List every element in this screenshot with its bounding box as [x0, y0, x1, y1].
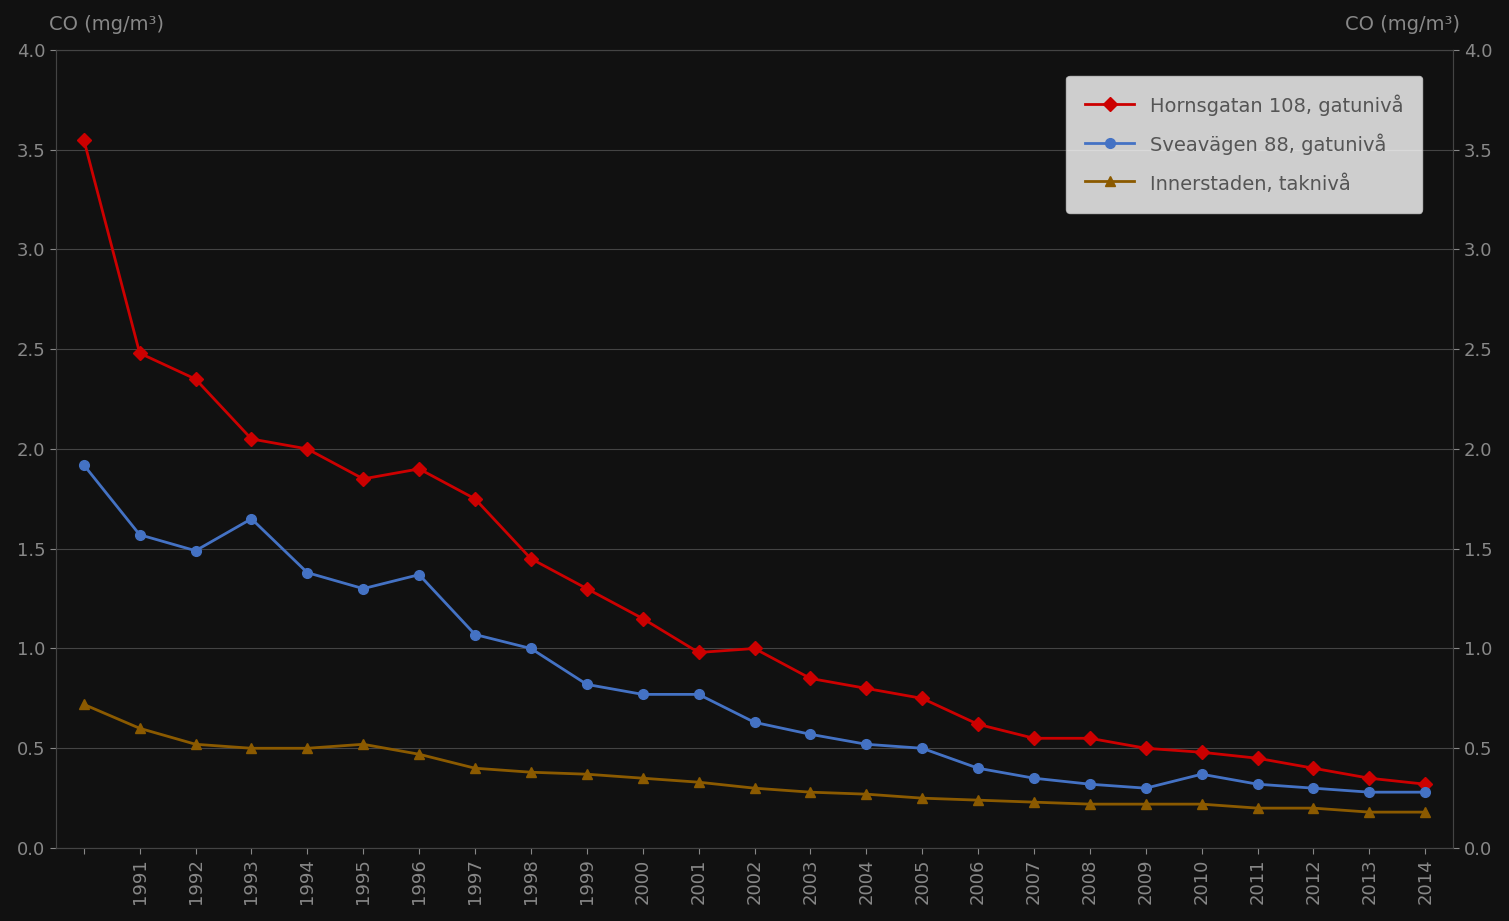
Hornsgatan 108, gatunivå	[1025, 733, 1043, 744]
Sveavägen 88, gatunivå	[1136, 783, 1154, 794]
Hornsgatan 108, gatunivå	[1360, 773, 1378, 784]
Innerstaden, taknivå	[299, 742, 317, 753]
Innerstaden, taknivå	[187, 739, 205, 750]
Sveavägen 88, gatunivå	[187, 545, 205, 556]
Innerstaden, taknivå	[410, 749, 429, 760]
Sveavägen 88, gatunivå	[75, 460, 94, 471]
Hornsgatan 108, gatunivå	[466, 494, 484, 505]
Innerstaden, taknivå	[690, 776, 708, 787]
Innerstaden, taknivå	[801, 787, 819, 798]
Sveavägen 88, gatunivå	[634, 689, 652, 700]
Sveavägen 88, gatunivå	[1025, 773, 1043, 784]
Hornsgatan 108, gatunivå	[969, 718, 987, 729]
Innerstaden, taknivå	[355, 739, 373, 750]
Hornsgatan 108, gatunivå	[745, 643, 764, 654]
Innerstaden, taknivå	[1360, 807, 1378, 818]
Innerstaden, taknivå	[1136, 799, 1154, 810]
Sveavägen 88, gatunivå	[410, 569, 429, 580]
Line: Sveavägen 88, gatunivå: Sveavägen 88, gatunivå	[78, 460, 1431, 797]
Hornsgatan 108, gatunivå	[1192, 747, 1210, 758]
Hornsgatan 108, gatunivå	[1080, 733, 1099, 744]
Sveavägen 88, gatunivå	[1192, 769, 1210, 780]
Sveavägen 88, gatunivå	[1415, 787, 1434, 798]
Hornsgatan 108, gatunivå	[131, 347, 149, 358]
Sveavägen 88, gatunivå	[522, 643, 540, 654]
Sveavägen 88, gatunivå	[355, 583, 373, 594]
Innerstaden, taknivå	[1080, 799, 1099, 810]
Innerstaden, taknivå	[857, 788, 875, 799]
Innerstaden, taknivå	[75, 699, 94, 710]
Legend: Hornsgatan 108, gatunivå, Sveavägen 88, gatunivå, Innerstaden, taknivå: Hornsgatan 108, gatunivå, Sveavägen 88, …	[1065, 76, 1423, 213]
Hornsgatan 108, gatunivå	[187, 374, 205, 385]
Sveavägen 88, gatunivå	[690, 689, 708, 700]
Innerstaden, taknivå	[1248, 802, 1266, 813]
Innerstaden, taknivå	[1304, 802, 1322, 813]
Hornsgatan 108, gatunivå	[299, 443, 317, 454]
Sveavägen 88, gatunivå	[801, 729, 819, 740]
Sveavägen 88, gatunivå	[299, 567, 317, 578]
Hornsgatan 108, gatunivå	[75, 134, 94, 146]
Hornsgatan 108, gatunivå	[243, 434, 261, 445]
Line: Hornsgatan 108, gatunivå: Hornsgatan 108, gatunivå	[78, 134, 1431, 789]
Innerstaden, taknivå	[578, 769, 596, 780]
Hornsgatan 108, gatunivå	[578, 583, 596, 594]
Innerstaden, taknivå	[131, 723, 149, 734]
Text: CO (mg/m³): CO (mg/m³)	[1345, 15, 1461, 34]
Innerstaden, taknivå	[634, 773, 652, 784]
Sveavägen 88, gatunivå	[131, 530, 149, 541]
Innerstaden, taknivå	[913, 793, 931, 804]
Hornsgatan 108, gatunivå	[1248, 752, 1266, 764]
Innerstaden, taknivå	[522, 766, 540, 777]
Hornsgatan 108, gatunivå	[1415, 778, 1434, 789]
Sveavägen 88, gatunivå	[578, 679, 596, 690]
Text: CO (mg/m³): CO (mg/m³)	[48, 15, 164, 34]
Hornsgatan 108, gatunivå	[355, 473, 373, 484]
Hornsgatan 108, gatunivå	[1304, 763, 1322, 774]
Innerstaden, taknivå	[1415, 807, 1434, 818]
Hornsgatan 108, gatunivå	[1136, 742, 1154, 753]
Sveavägen 88, gatunivå	[857, 739, 875, 750]
Innerstaden, taknivå	[1192, 799, 1210, 810]
Sveavägen 88, gatunivå	[1304, 783, 1322, 794]
Sveavägen 88, gatunivå	[1080, 778, 1099, 789]
Hornsgatan 108, gatunivå	[410, 463, 429, 474]
Hornsgatan 108, gatunivå	[913, 693, 931, 704]
Innerstaden, taknivå	[243, 742, 261, 753]
Hornsgatan 108, gatunivå	[857, 682, 875, 694]
Sveavägen 88, gatunivå	[913, 742, 931, 753]
Sveavägen 88, gatunivå	[1360, 787, 1378, 798]
Sveavägen 88, gatunivå	[1248, 778, 1266, 789]
Sveavägen 88, gatunivå	[243, 513, 261, 524]
Sveavägen 88, gatunivå	[745, 717, 764, 728]
Innerstaden, taknivå	[969, 795, 987, 806]
Hornsgatan 108, gatunivå	[801, 673, 819, 684]
Line: Innerstaden, taknivå: Innerstaden, taknivå	[78, 700, 1431, 817]
Hornsgatan 108, gatunivå	[690, 647, 708, 658]
Sveavägen 88, gatunivå	[466, 629, 484, 640]
Sveavägen 88, gatunivå	[969, 763, 987, 774]
Innerstaden, taknivå	[745, 783, 764, 794]
Innerstaden, taknivå	[1025, 797, 1043, 808]
Innerstaden, taknivå	[466, 763, 484, 774]
Hornsgatan 108, gatunivå	[522, 554, 540, 565]
Hornsgatan 108, gatunivå	[634, 613, 652, 624]
